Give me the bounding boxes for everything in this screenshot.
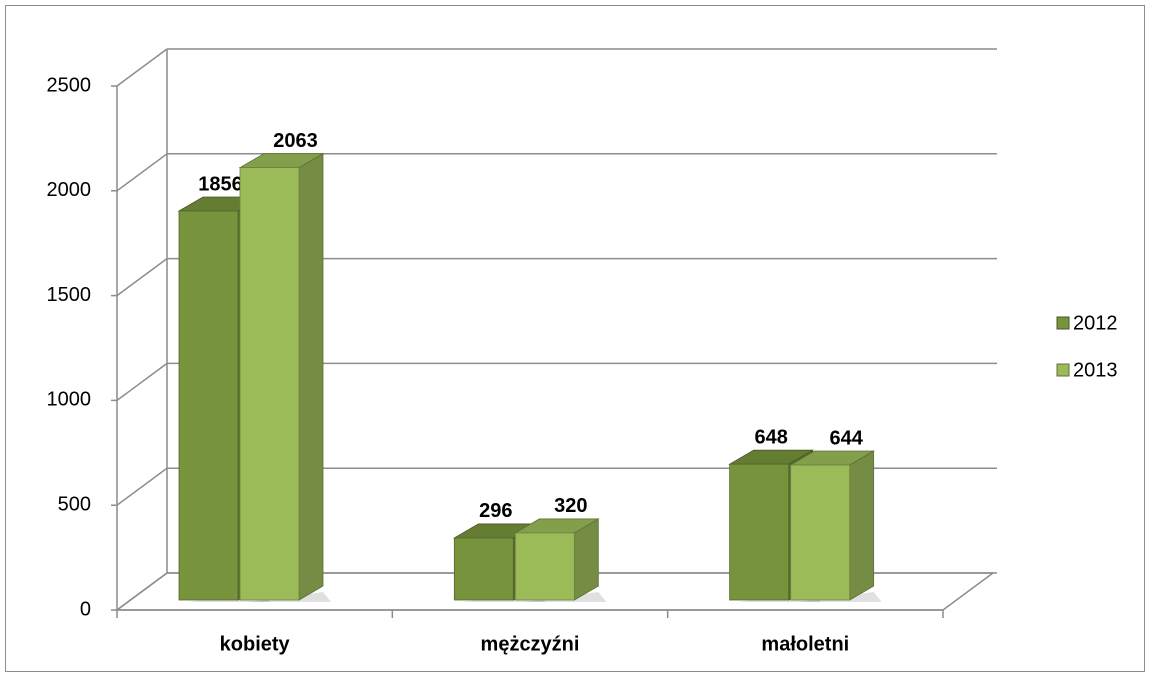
y-tick-label: 1500 — [47, 284, 92, 306]
legend-swatch — [1056, 363, 1070, 377]
bar — [514, 532, 575, 601]
grid-line-side — [116, 257, 168, 297]
bar — [729, 463, 790, 601]
bar — [239, 167, 300, 601]
grid-line-side — [116, 362, 168, 402]
legend-label: 2013 — [1073, 359, 1118, 381]
grid-line-side — [116, 153, 168, 192]
bar — [178, 210, 239, 601]
grid-line-side — [116, 48, 168, 87]
data-label: 296 — [479, 500, 512, 522]
bar-side — [298, 152, 324, 601]
y-tick-label: 0 — [80, 598, 91, 620]
data-label: 1856 — [198, 173, 243, 195]
y-tick-label: 500 — [58, 493, 91, 515]
bar — [790, 464, 851, 601]
data-label: 648 — [754, 426, 787, 448]
data-label: 320 — [554, 495, 587, 517]
y-tick-label: 2000 — [47, 179, 92, 201]
bar — [453, 537, 514, 601]
x-tick-label: małoletni — [761, 633, 849, 655]
data-label: 2063 — [273, 130, 318, 152]
bar-side — [849, 450, 875, 601]
legend-label: 2012 — [1073, 312, 1118, 334]
x-tick-label: mężczyźni — [481, 633, 580, 655]
grid-line-side — [116, 467, 168, 506]
grid-line-side — [116, 572, 168, 611]
y-tick-label: 2500 — [47, 74, 92, 96]
data-label: 644 — [829, 427, 863, 449]
legend-swatch — [1056, 316, 1070, 330]
y-tick-label: 1000 — [47, 389, 92, 411]
x-tick-label: kobiety — [220, 633, 291, 655]
